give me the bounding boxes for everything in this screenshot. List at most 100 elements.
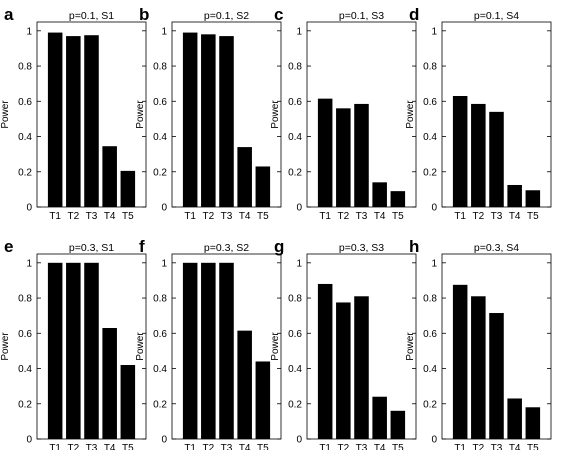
chart-panel-b: b p=0.1, S2 0 0.2 0.4 0.6 0.8 1 Power T1 T2 T3 T4 T5 — [135, 5, 282, 222]
y-tick-label: 0 — [161, 435, 167, 446]
y-tick-label: 0.6 — [423, 97, 437, 108]
y-tick-label: 0.2 — [18, 399, 32, 410]
y-axis-label: Power — [405, 100, 416, 129]
x-tick-label: T3 — [221, 443, 233, 450]
x-tick-label: T1 — [454, 443, 466, 450]
x-tick-label: T3 — [356, 443, 368, 450]
y-tick-label: 0.4 — [153, 364, 167, 375]
bar-t2 — [336, 302, 351, 439]
x-tick-label: T4 — [509, 211, 521, 222]
y-axis-label: Power — [270, 100, 281, 129]
bar-t3 — [354, 103, 369, 207]
bar-t4 — [507, 184, 522, 207]
x-tick-label: T2 — [67, 211, 79, 222]
panel-title: p=0.1, S4 — [474, 10, 519, 22]
chart-panel-f: f p=0.3, S2 0 0.2 0.4 0.6 0.8 1 Power T1 T2 T3 T4 T5 — [135, 237, 282, 450]
x-tick-label: T2 — [472, 211, 484, 222]
y-axis-label: Power — [270, 332, 281, 361]
x-tick-label: T2 — [67, 443, 79, 450]
y-tick-label: 0.8 — [18, 62, 32, 73]
bar-t2 — [66, 36, 81, 207]
y-tick-label: 0.8 — [18, 294, 32, 305]
chart-panel-g: g p=0.3, S3 0 0.2 0.4 0.6 0.8 1 Power T1 T2 T3 T4 T5 — [270, 237, 417, 450]
bar-t4 — [102, 146, 117, 207]
bar-t4 — [372, 182, 387, 207]
y-tick-label: 0.4 — [153, 132, 167, 143]
bar-t1 — [182, 32, 198, 208]
x-tick-label: T1 — [184, 443, 196, 450]
y-axis-label: Power — [0, 100, 11, 129]
y-tick-label: 1 — [26, 26, 32, 37]
y-tick-label: 0.2 — [153, 399, 167, 410]
bar-t5 — [120, 170, 136, 207]
bar-t3 — [489, 313, 504, 439]
x-tick-label: T4 — [104, 211, 116, 222]
y-tick-label: 0.4 — [288, 364, 302, 375]
y-tick-label: 1 — [431, 258, 437, 269]
bar-t3 — [489, 111, 504, 207]
bar-t2 — [471, 103, 486, 207]
chart-panel-a: a p=0.1, S1 0 0.2 0.4 0.6 0.8 1 Power T1 T2 T3 T4 T5 — [0, 5, 147, 222]
panel-title: p=0.1, S1 — [69, 10, 114, 22]
x-tick-label: T4 — [104, 443, 116, 450]
chart-panel-h: h p=0.3, S4 0 0.2 0.4 0.6 0.8 1 Power T1 T2 T3 T4 T5 — [405, 237, 552, 450]
x-tick-label: T3 — [491, 211, 503, 222]
y-tick-label: 0.4 — [288, 132, 302, 143]
y-tick-label: 0.4 — [18, 132, 32, 143]
bar-t5 — [120, 365, 136, 439]
y-tick-label: 1 — [161, 26, 167, 37]
bar-t4 — [237, 330, 252, 439]
bar-t2 — [201, 262, 216, 439]
y-tick-label: 0.2 — [18, 167, 32, 178]
x-tick-label: T5 — [392, 211, 404, 222]
panel-title: p=0.3, S2 — [204, 242, 249, 254]
y-tick-label: 0.2 — [423, 167, 437, 178]
bar-t1 — [452, 96, 468, 207]
y-tick-label: 0 — [26, 435, 32, 446]
bar-t1 — [452, 284, 468, 439]
y-tick-label: 0.8 — [288, 62, 302, 73]
x-tick-label: T1 — [319, 443, 331, 450]
y-tick-label: 1 — [431, 26, 437, 37]
y-tick-label: 0.2 — [288, 167, 302, 178]
y-tick-label: 0.6 — [18, 329, 32, 340]
y-axis-label: Power — [405, 332, 416, 361]
y-tick-label: 0.8 — [423, 294, 437, 305]
bar-t3 — [84, 262, 99, 439]
x-tick-label: T5 — [527, 443, 539, 450]
x-tick-label: T4 — [239, 443, 251, 450]
y-tick-label: 0 — [26, 203, 32, 214]
bar-t2 — [336, 108, 351, 207]
panel-letter: c — [274, 5, 283, 24]
bar-t2 — [201, 34, 216, 208]
bar-t5 — [255, 361, 271, 439]
chart-panel-e: e p=0.3, S1 0 0.2 0.4 0.6 0.8 1 Power T1 T2 T3 T4 T5 — [0, 237, 147, 450]
bar-t4 — [372, 396, 387, 439]
y-tick-label: 1 — [296, 258, 302, 269]
x-tick-label: T4 — [239, 211, 251, 222]
y-tick-label: 0.6 — [153, 329, 167, 340]
x-tick-label: T2 — [202, 211, 214, 222]
bar-t2 — [66, 262, 81, 439]
panel-letter: f — [139, 237, 145, 256]
y-tick-label: 1 — [161, 258, 167, 269]
x-tick-label: T2 — [337, 211, 349, 222]
y-tick-label: 0.6 — [288, 97, 302, 108]
bar-t5 — [390, 410, 406, 439]
bar-t5 — [255, 166, 271, 207]
x-tick-label: T3 — [491, 443, 503, 450]
x-tick-label: T5 — [392, 443, 404, 450]
y-tick-label: 0.6 — [288, 329, 302, 340]
bar-t4 — [102, 328, 117, 439]
x-tick-label: T1 — [184, 211, 196, 222]
y-axis-label: Power — [135, 332, 146, 361]
y-tick-label: 0 — [431, 435, 437, 446]
x-tick-label: T4 — [374, 211, 386, 222]
x-tick-label: T1 — [454, 211, 466, 222]
panel-title: p=0.1, S3 — [339, 10, 384, 22]
y-tick-label: 0.4 — [423, 132, 437, 143]
y-tick-label: 0.8 — [153, 62, 167, 73]
x-tick-label: T3 — [356, 211, 368, 222]
x-tick-label: T5 — [257, 211, 269, 222]
y-axis-label: Power — [0, 332, 11, 361]
